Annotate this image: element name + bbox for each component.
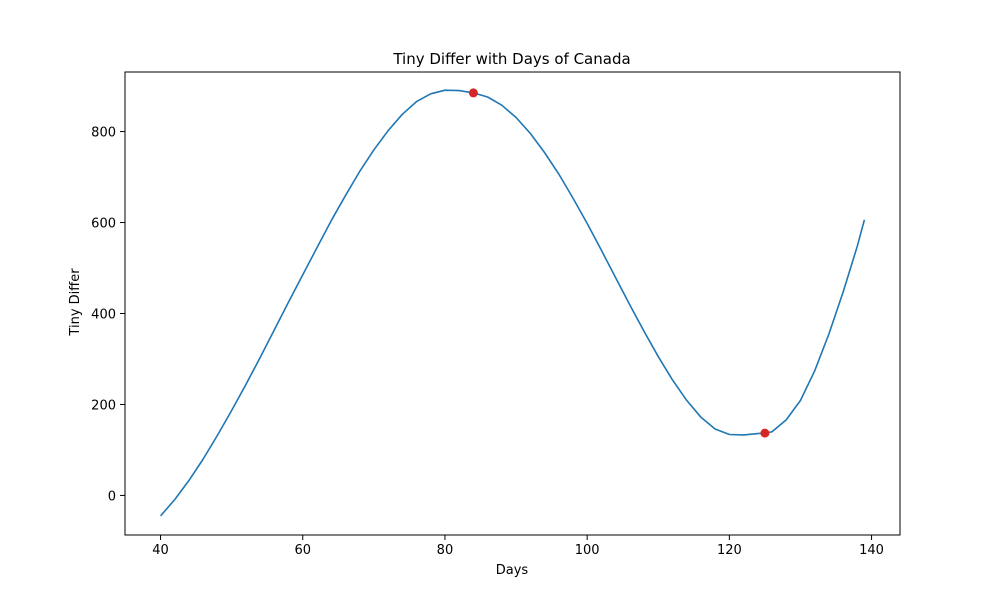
x-tick-label: 140 xyxy=(859,543,884,558)
chart-title: Tiny Differ with Days of Canada xyxy=(392,50,630,68)
y-tick-label: 400 xyxy=(91,308,116,323)
y-tick-label: 200 xyxy=(91,398,116,413)
highlight-point xyxy=(760,428,770,438)
y-tick-label: 600 xyxy=(91,217,116,232)
highlight-point xyxy=(468,88,478,98)
x-tick-label: 120 xyxy=(717,543,742,558)
series-line xyxy=(159,89,866,517)
y-axis-label: Tiny Differ xyxy=(68,268,83,337)
plot-area: 40 60 80 100 120 140 0 200 400 600 800 xyxy=(91,71,901,558)
plot-frame xyxy=(124,71,901,536)
y-tick-label: 0 xyxy=(108,489,116,504)
y-tick-label: 800 xyxy=(91,126,116,141)
x-tick-label: 80 xyxy=(437,543,454,558)
x-tick-label: 60 xyxy=(294,543,311,558)
x-tick-label: 100 xyxy=(575,543,600,558)
x-axis-label: Days xyxy=(496,563,529,578)
x-tick-label: 40 xyxy=(152,543,169,558)
